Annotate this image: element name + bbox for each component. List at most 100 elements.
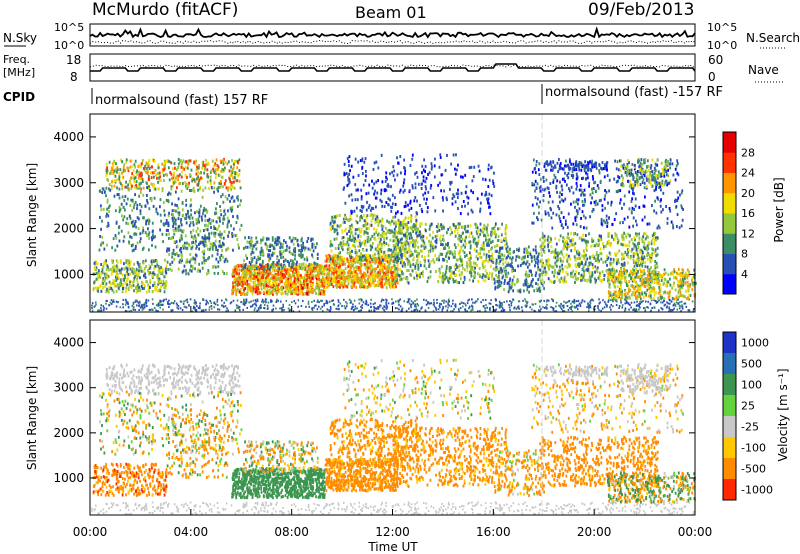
power-cell [207, 224, 209, 228]
power-cell [638, 308, 640, 311]
power-cell [274, 241, 276, 245]
power-cell [452, 255, 455, 259]
power-cell [261, 282, 264, 286]
power-cell [414, 264, 417, 268]
power-cell [289, 268, 292, 272]
power-cell [306, 258, 309, 262]
power-cell [154, 285, 156, 289]
power-cell [354, 307, 356, 310]
power-cell [219, 179, 222, 183]
power-cell [402, 233, 405, 237]
power-cell [639, 300, 641, 303]
power-cell [124, 276, 126, 280]
power-cell [279, 275, 282, 279]
power-cell [118, 180, 121, 184]
power-cell [399, 261, 402, 265]
power-cell [222, 170, 225, 174]
power-cell [363, 239, 366, 243]
power-cell [360, 252, 362, 256]
power-cell [162, 222, 165, 226]
power-cell [677, 302, 679, 305]
power-cell [345, 242, 348, 246]
power-cell [128, 264, 131, 268]
power-cell [206, 247, 209, 251]
power-cell [432, 303, 435, 306]
power-cell [144, 204, 147, 208]
power-cell [546, 303, 548, 306]
power-cell [313, 269, 316, 273]
power-cell [149, 188, 151, 192]
power-cell [196, 167, 199, 171]
power-cell [119, 278, 122, 282]
power-cell [362, 258, 365, 262]
power-cell [182, 246, 185, 250]
power-cell [598, 298, 600, 301]
power-cell [166, 249, 168, 253]
power-cell [181, 259, 184, 263]
power-cell [396, 307, 399, 310]
power-cell [120, 202, 123, 206]
power-cell [454, 306, 457, 309]
power-cell [400, 241, 403, 245]
power-cell [222, 236, 225, 240]
power-cell [125, 258, 128, 262]
power-cell [220, 195, 222, 199]
power-cell [251, 291, 254, 295]
power-cell [326, 280, 328, 284]
power-cell [510, 302, 513, 305]
power-cell [192, 220, 195, 224]
power-cell [441, 308, 444, 311]
power-cell [346, 232, 348, 236]
power-cell [444, 271, 447, 275]
power-cell [368, 274, 371, 278]
power-cell [350, 231, 352, 235]
power-cell [273, 276, 275, 280]
power-cell [218, 244, 221, 248]
power-cell [277, 262, 280, 266]
power-cell [245, 254, 247, 258]
power-cell [376, 275, 379, 279]
power-cell [383, 232, 386, 236]
power-cell [108, 304, 111, 307]
power-cell [110, 184, 113, 188]
power-cell [488, 238, 491, 242]
power-cell [192, 240, 195, 244]
power-cell [173, 232, 176, 236]
power-cell [646, 306, 648, 309]
power-cell [272, 308, 275, 311]
power-cell [254, 275, 257, 279]
power-cell [374, 247, 377, 251]
power-cell [208, 236, 211, 240]
power-cell [281, 245, 284, 249]
power-cell [377, 219, 379, 223]
power-cell [378, 242, 381, 246]
power-cell [116, 260, 119, 264]
power-cell [455, 279, 457, 283]
power-cell [397, 246, 400, 250]
power-cell [238, 290, 241, 294]
power-cell [380, 284, 382, 288]
freq-left-tick-top: 18 [66, 53, 81, 67]
power-cell [350, 263, 353, 267]
power-cell [248, 268, 251, 272]
power-cell [330, 271, 333, 275]
power-cell [120, 214, 123, 218]
power-cell [158, 176, 161, 180]
power-cell [127, 272, 130, 276]
power-cell [304, 276, 307, 280]
power-cell [371, 267, 374, 271]
power-cell [255, 300, 257, 303]
power-cell [220, 182, 222, 186]
power-cell [415, 222, 418, 226]
power-cell [203, 208, 206, 212]
power-cell [296, 292, 298, 296]
power-cell [324, 265, 326, 269]
power-cell [333, 230, 336, 234]
power-cell [216, 227, 219, 231]
power-cell [106, 299, 108, 302]
power-cell [195, 301, 197, 304]
power-cell [363, 271, 366, 275]
power-cell [364, 302, 367, 305]
power-cell [257, 278, 259, 282]
power-cell [333, 215, 336, 219]
